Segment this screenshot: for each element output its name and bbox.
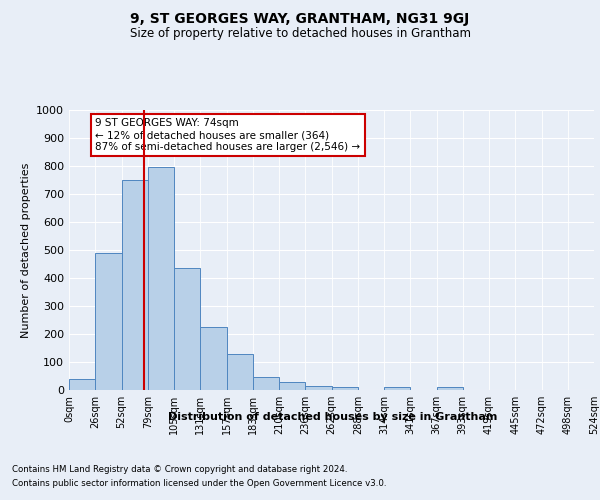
Text: Size of property relative to detached houses in Grantham: Size of property relative to detached ho…	[130, 28, 470, 40]
Bar	[279, 382, 305, 390]
Bar	[331, 387, 358, 390]
Bar	[253, 376, 279, 390]
Bar	[69, 379, 95, 390]
Text: Distribution of detached houses by size in Grantham: Distribution of detached houses by size …	[169, 412, 497, 422]
Bar	[121, 180, 148, 390]
Bar	[95, 253, 121, 390]
Text: 9 ST GEORGES WAY: 74sqm
← 12% of detached houses are smaller (364)
87% of semi-d: 9 ST GEORGES WAY: 74sqm ← 12% of detache…	[95, 118, 361, 152]
Text: 9, ST GEORGES WAY, GRANTHAM, NG31 9GJ: 9, ST GEORGES WAY, GRANTHAM, NG31 9GJ	[130, 12, 470, 26]
Bar	[305, 386, 331, 390]
Bar	[148, 168, 174, 390]
Y-axis label: Number of detached properties: Number of detached properties	[20, 162, 31, 338]
Text: Contains HM Land Registry data © Crown copyright and database right 2024.: Contains HM Land Registry data © Crown c…	[12, 465, 347, 474]
Bar	[200, 327, 227, 390]
Bar	[384, 388, 410, 390]
Bar	[227, 354, 253, 390]
Bar	[174, 268, 200, 390]
Bar	[437, 388, 463, 390]
Text: Contains public sector information licensed under the Open Government Licence v3: Contains public sector information licen…	[12, 479, 386, 488]
